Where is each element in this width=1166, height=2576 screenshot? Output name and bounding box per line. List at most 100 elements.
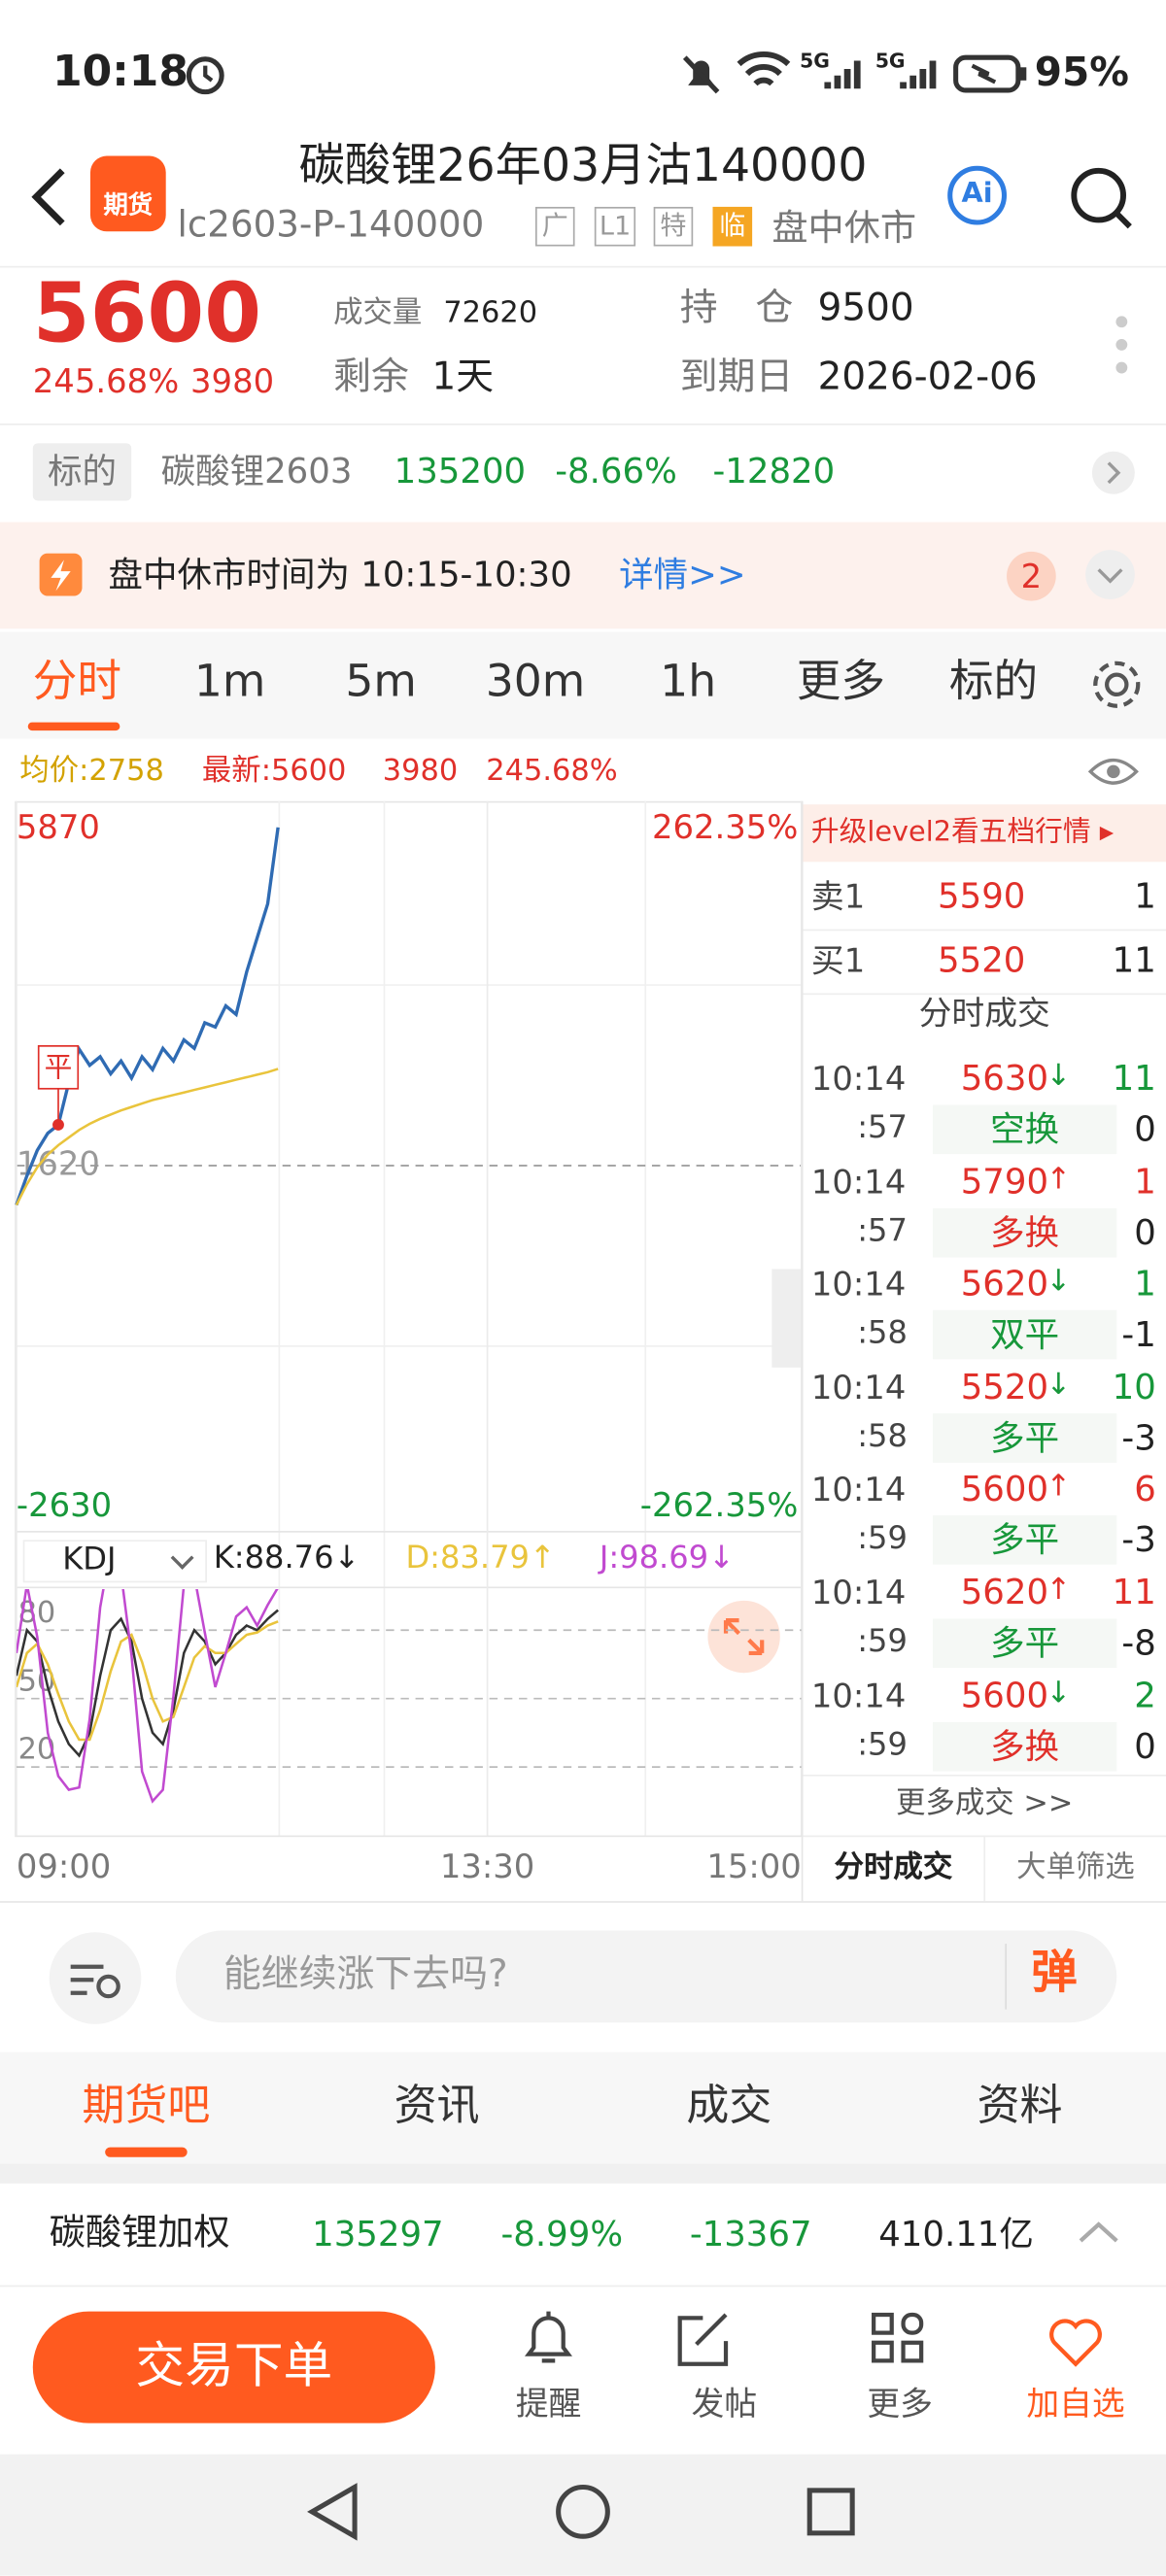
trade-row-bg	[932, 1412, 1117, 1463]
ai-button[interactable]	[947, 165, 1008, 225]
y-tick-label: 5870	[17, 808, 100, 846]
trade-type: 多平	[990, 1417, 1060, 1458]
expand-button[interactable]	[707, 1600, 780, 1674]
period-tabs	[0, 631, 1166, 739]
action-label[interactable]: 提醒	[515, 2384, 582, 2423]
trade-time: 10:14	[810, 1059, 907, 1099]
market-status: 盘中休市	[772, 208, 917, 250]
underlying-tag	[32, 443, 132, 501]
comment-filter[interactable]	[49, 1932, 142, 2024]
trades-tab[interactable]: 分时成交	[834, 1849, 953, 1885]
divider	[0, 424, 1166, 425]
notice-banner	[0, 522, 1166, 629]
trades-tab[interactable]: 大单筛选	[1016, 1849, 1135, 1885]
trade-type: 多换	[990, 1726, 1060, 1766]
latest-pct: 245.68%	[486, 753, 618, 789]
trade-type: 空换	[990, 1109, 1060, 1150]
trade-volume: 11	[1112, 1059, 1156, 1099]
trade-second: :59	[857, 1520, 908, 1557]
comment-placeholder: 能继续涨下去吗?	[223, 1953, 508, 1997]
trade-button[interactable]	[32, 2311, 435, 2423]
trade-row-bg	[932, 1515, 1117, 1566]
nav-tab[interactable]: 资讯	[394, 2082, 480, 2131]
nav-tab[interactable]: 成交	[686, 2082, 772, 2131]
avg-price: 均价:2758	[19, 753, 164, 789]
period-tab[interactable]: 30m	[485, 657, 586, 708]
mute-icon	[682, 55, 720, 94]
trades-title: 分时成交	[918, 993, 1050, 1034]
underlying-change: -12820	[712, 451, 836, 491]
trade-price: 5790	[960, 1161, 1049, 1202]
latest-price: 最新:5600	[201, 753, 347, 789]
notice-text: 盘中休市时间为 10:15-10:30	[108, 555, 572, 594]
signal-icon	[900, 60, 937, 89]
settings-button[interactable]	[1090, 659, 1143, 711]
last-price: 5600	[32, 265, 262, 361]
series-line	[16, 1589, 279, 1804]
level2-banner[interactable]	[803, 804, 1166, 863]
trade-oi: 0	[1134, 1109, 1156, 1150]
active-tab-indicator	[105, 2147, 188, 2157]
notice-count-badge	[1007, 551, 1056, 601]
underlying-open[interactable]	[1090, 450, 1136, 495]
trade-direction: ↓	[1046, 1059, 1072, 1094]
x-tick-label: 09:00	[17, 1847, 111, 1885]
comment-input[interactable]	[175, 1930, 1117, 2023]
annotation-dot	[52, 1119, 64, 1131]
series-line	[15, 827, 280, 1206]
more-dots[interactable]	[1111, 312, 1134, 378]
period-tab[interactable]: 1h	[660, 657, 717, 708]
period-tab[interactable]: 标的	[948, 657, 1039, 708]
nav-tab[interactable]: 期货吧	[82, 2082, 211, 2131]
expiry: 2026-02-06	[817, 356, 1038, 399]
back-button[interactable]	[26, 164, 76, 230]
trade-row-bg	[932, 1104, 1117, 1155]
position-label: 持 仓	[679, 287, 794, 330]
trade-time: 10:14	[810, 1264, 907, 1305]
action-label[interactable]: 发帖	[691, 2384, 758, 2423]
indicator-name: KDJ	[62, 1542, 117, 1578]
trade-volume: 1	[1134, 1264, 1156, 1305]
search-button[interactable]	[1068, 164, 1137, 233]
divider	[0, 2163, 1166, 2184]
y2-tick-label: -262.35%	[640, 1486, 799, 1524]
index-expand[interactable]	[1076, 2217, 1121, 2250]
notice-link[interactable]: 详情>>	[619, 555, 746, 594]
battery-icon	[953, 54, 1027, 93]
change: 3980	[190, 360, 275, 401]
eye-toggle[interactable]	[1087, 754, 1140, 790]
trade-oi: 0	[1134, 1726, 1156, 1766]
action-label[interactable]: 加自选	[1026, 2384, 1125, 2423]
indicator-select[interactable]	[22, 1540, 207, 1583]
expand-icon	[723, 1618, 765, 1656]
action-label[interactable]: 更多	[867, 2384, 933, 2423]
notice-count: 2	[1020, 556, 1043, 596]
panel-toggle[interactable]	[772, 1269, 802, 1368]
underlying-price: 135200	[394, 451, 527, 491]
tag: 临	[712, 206, 753, 247]
divider	[803, 993, 1166, 996]
nav-tab[interactable]: 资料	[977, 2082, 1063, 2131]
period-tab[interactable]: 更多	[796, 657, 885, 708]
trade-time: 10:14	[810, 1675, 907, 1715]
barrage-button[interactable]: 弹	[1031, 1945, 1078, 2000]
notice-expand[interactable]	[1083, 548, 1136, 600]
tag: 特	[653, 206, 694, 247]
trade-type: 多平	[990, 1623, 1060, 1664]
y-tick-label: -2630	[17, 1486, 112, 1524]
trade-price: 5620	[960, 1264, 1049, 1305]
trade-direction: ↓	[1046, 1675, 1072, 1711]
divider	[803, 1774, 1166, 1777]
status-time: 10:18	[52, 48, 189, 97]
index-name: 碳酸锂加权	[49, 2213, 230, 2254]
book-side: 买1	[810, 940, 866, 980]
notice-icon	[39, 553, 83, 596]
period-tab[interactable]: 分时	[32, 657, 122, 708]
trade-row-bg	[932, 1618, 1117, 1669]
more-trades[interactable]: 更多成交 >>	[896, 1785, 1074, 1821]
period-tab[interactable]: 5m	[345, 657, 417, 708]
trade-row-bg	[932, 1721, 1117, 1771]
period-tab[interactable]: 1m	[193, 657, 266, 708]
filter-icon	[70, 1964, 120, 1999]
contract-title: 碳酸锂26年03月沽140000	[298, 137, 868, 192]
